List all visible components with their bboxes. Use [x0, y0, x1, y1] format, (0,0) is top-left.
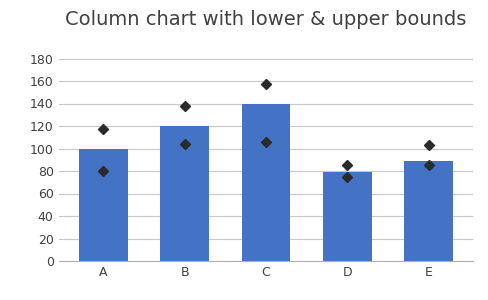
Bar — [404, 161, 453, 261]
Bar — [323, 172, 372, 261]
Bar — [79, 148, 128, 261]
Title: Column chart with lower & upper bounds: Column chart with lower & upper bounds — [65, 10, 467, 29]
Bar — [242, 103, 290, 261]
Bar — [160, 126, 209, 261]
